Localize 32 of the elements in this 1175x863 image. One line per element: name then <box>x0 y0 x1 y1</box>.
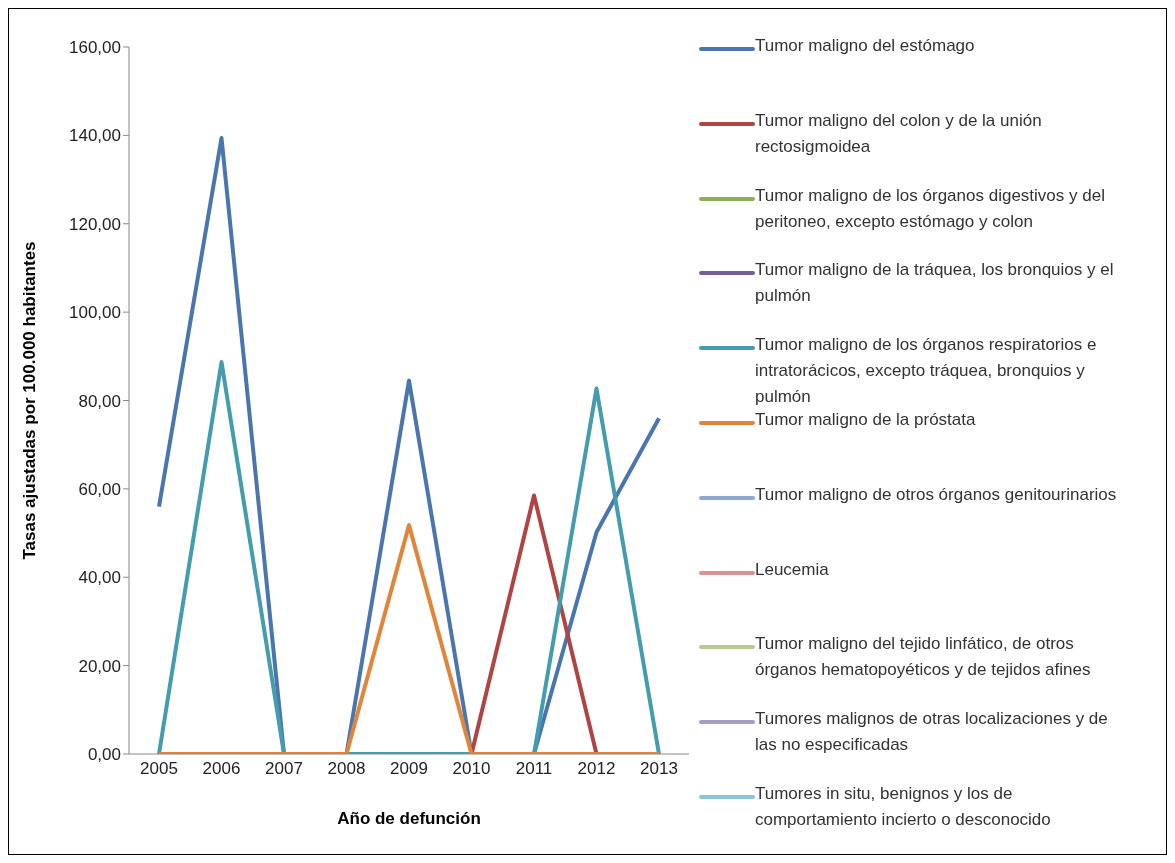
x-tick-label: 2012 <box>577 759 616 779</box>
x-tick-label: 2013 <box>640 759 678 779</box>
legend-label: Tumor maligno de otros órganos genitourinarios <box>755 483 1117 506</box>
y-tick-label: 80,00 <box>78 391 121 411</box>
legend-label: Tumores malignos de otras localizaciones y de las no especificadas <box>755 708 1109 757</box>
line-series <box>157 136 661 754</box>
x-tick-label: 2010 <box>452 759 491 779</box>
y-tick-label: 60,00 <box>78 479 121 499</box>
x-tick-label: 2008 <box>327 759 366 779</box>
legend-label: Tumor maligno del colon y de la unión rectosigmoidea <box>755 109 1043 158</box>
y-tick-label: 20,00 <box>78 656 121 676</box>
x-tick-label: 2009 <box>390 759 428 779</box>
legend-label: Tumor maligno de los órganos digestivos y del peritoneo, excepto estómago y colon <box>755 184 1106 233</box>
legend-label: Tumor maligno del estómago <box>755 35 975 57</box>
legend-label: Tumor maligno de la próstata <box>755 409 976 431</box>
legend-label: Tumor maligno de los órganos respiratorios e intratorácicos, excepto tráquea, bronquios y pulmón <box>755 334 1098 409</box>
legend-label: Tumor maligno del tejido linfático, de otros órganos hematopoyéticos y de tejidos afines <box>755 633 1092 682</box>
legend-label: Leucemia <box>755 558 829 581</box>
x-axis-title: Año de defunción <box>337 809 481 828</box>
legend-label: Tumor maligno de la tráquea, los bronquios y el pulmón <box>755 259 1115 308</box>
x-tick-label: 2007 <box>265 759 303 779</box>
y-tick-label: 140,00 <box>69 126 121 146</box>
y-tick-label: 120,00 <box>69 214 121 234</box>
y-tick-label: 100,00 <box>69 303 121 323</box>
x-tick-label: 2006 <box>202 759 241 779</box>
y-tick-label: 160,00 <box>69 38 121 58</box>
legend-label: Tumores in situ, benignos y los de comportamiento incierto o desconocido <box>755 783 1052 831</box>
y-tick-label: 40,00 <box>78 568 121 588</box>
x-tick-label: 2011 <box>515 759 553 779</box>
y-axis-title: Tasas ajustadas por 100.000 habitantes <box>20 241 40 560</box>
x-tick-label: 2005 <box>140 759 178 779</box>
y-tick-label: 0,00 <box>87 745 121 765</box>
